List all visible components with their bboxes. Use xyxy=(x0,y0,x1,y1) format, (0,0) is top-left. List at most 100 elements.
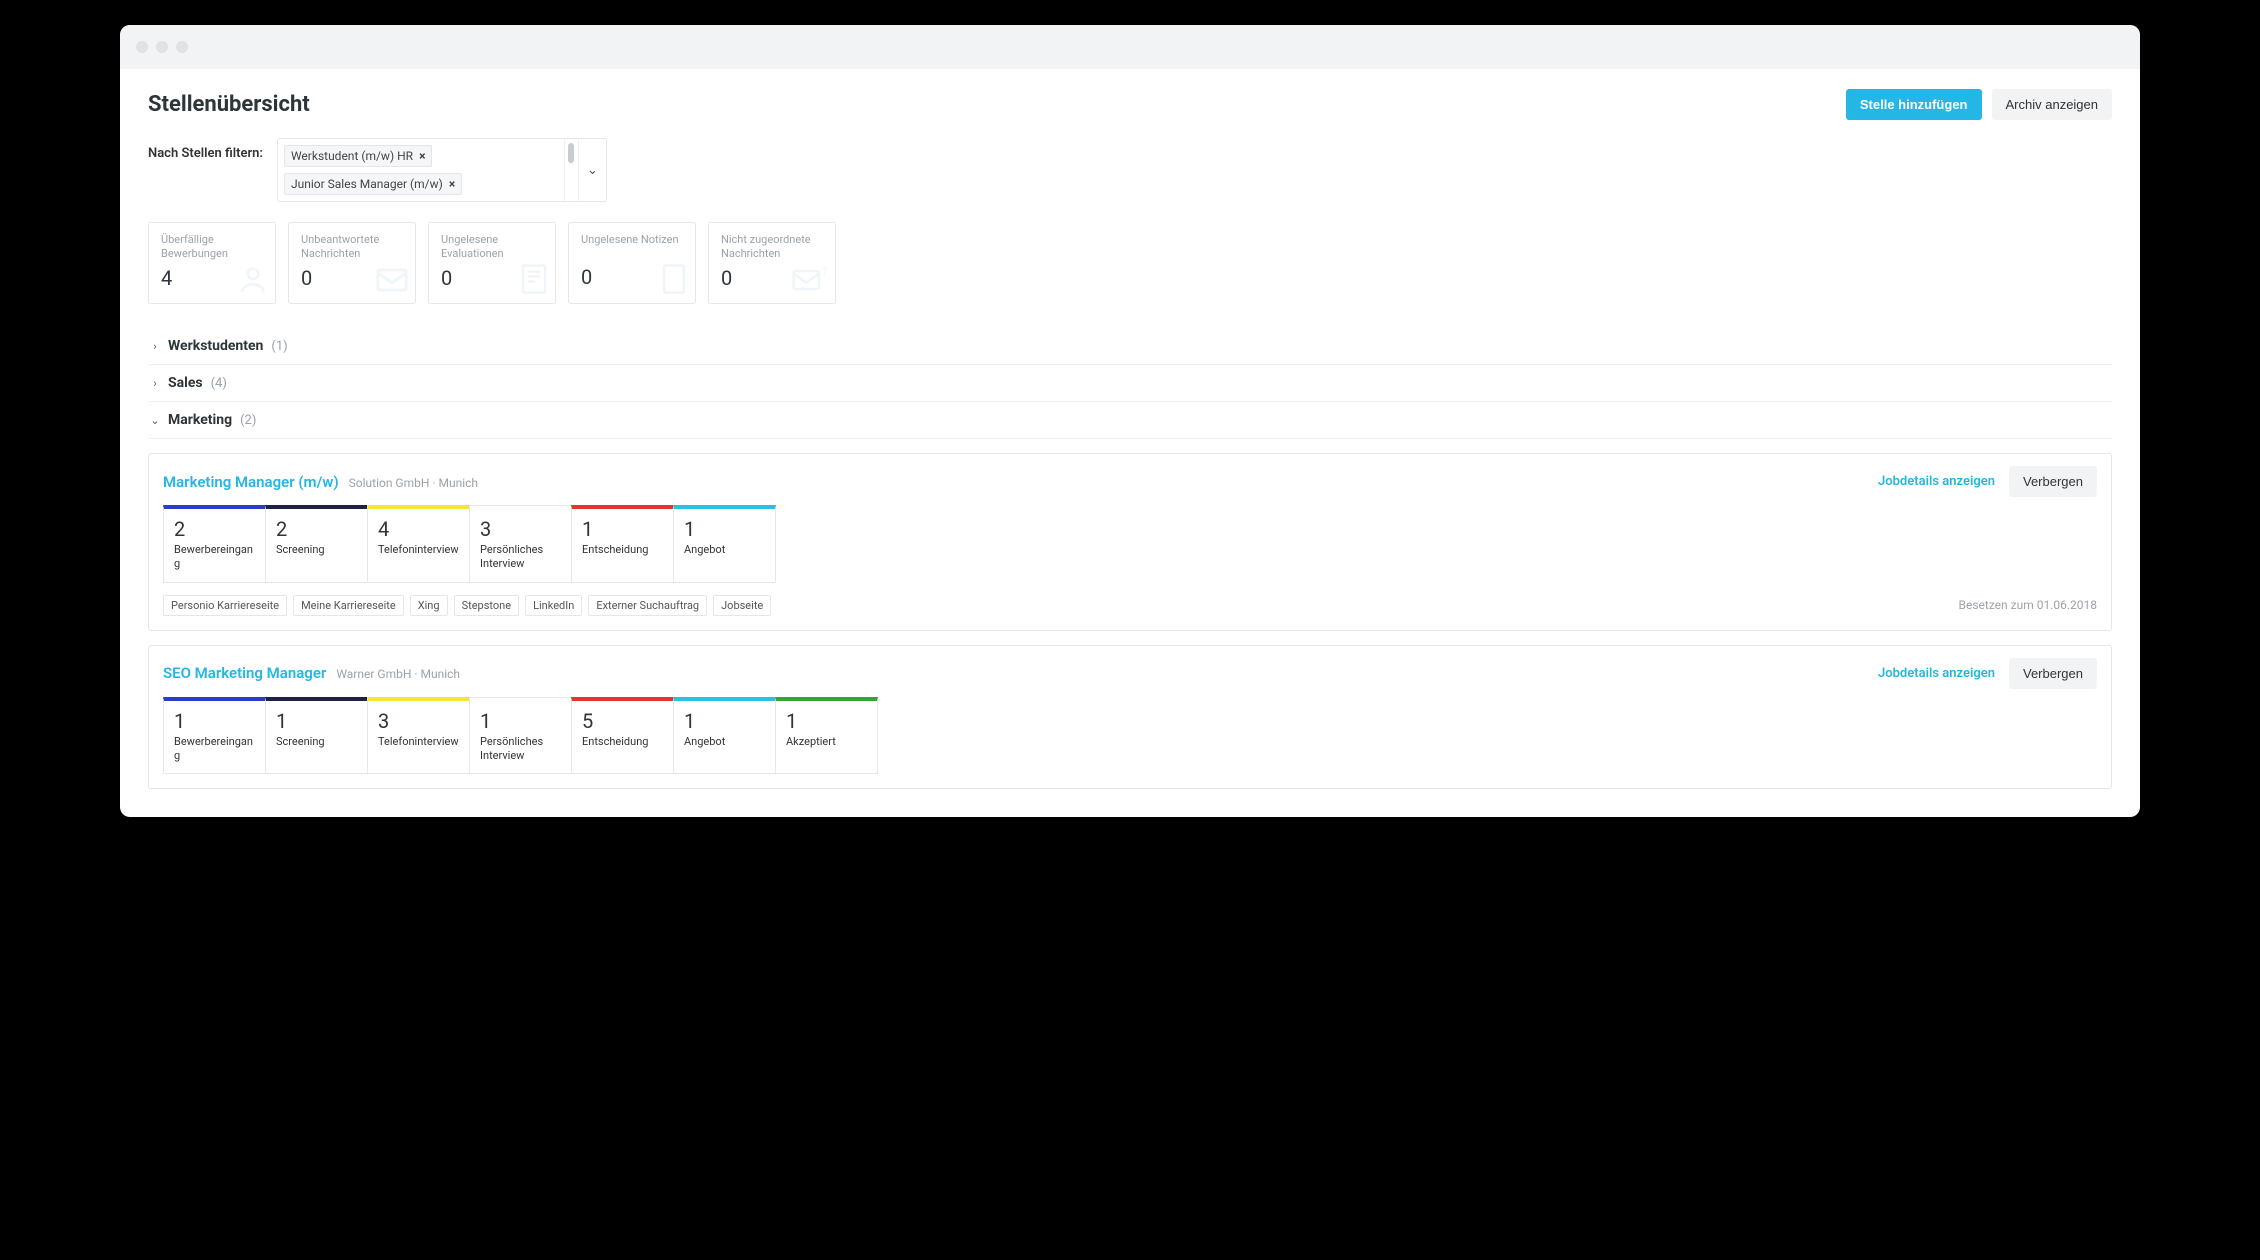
add-job-button[interactable]: Stelle hinzufügen xyxy=(1846,89,1982,120)
category-row[interactable]: › Werkstudenten (1) xyxy=(148,328,2112,365)
job-details-link[interactable]: Jobdetails anzeigen xyxy=(1878,474,1995,489)
pipeline-stage[interactable]: 2Bewerbereingang xyxy=(163,505,266,583)
pipeline-stage[interactable]: 3Telefoninterview xyxy=(367,697,470,775)
chevron-down-icon: ⌄ xyxy=(150,414,160,427)
page-title: Stellenübersicht xyxy=(148,92,310,117)
category-row[interactable]: ›Sales(4) xyxy=(148,365,2112,402)
close-icon[interactable]: × xyxy=(449,177,455,191)
pipeline-stage[interactable]: 1Persönliches Interview xyxy=(469,697,572,775)
page-content: Stellenübersicht Stelle hinzufügen Archi… xyxy=(120,69,2140,817)
filter-multiselect[interactable]: Werkstudent (m/w) HR×Junior Sales Manage… xyxy=(277,138,607,202)
stat-card[interactable]: Ungelesene Notizen0 xyxy=(568,222,696,304)
stage-count: 1 xyxy=(276,709,357,733)
chevron-right-icon: › xyxy=(150,377,160,390)
source-tag[interactable]: Stepstone xyxy=(454,595,520,616)
filter-chip-label: Werkstudent (m/w) HR xyxy=(291,149,413,163)
app-window: Stellenübersicht Stelle hinzufügen Archi… xyxy=(120,25,2140,817)
stage-count: 1 xyxy=(684,517,765,541)
source-tag[interactable]: Jobseite xyxy=(713,595,771,616)
pipeline-stage[interactable]: 1Angebot xyxy=(673,697,776,775)
stage-label: Screening xyxy=(276,735,357,749)
svg-text:?: ? xyxy=(821,265,827,280)
job-title-link[interactable]: Marketing Manager (m/w) xyxy=(163,473,339,491)
job-company: Warner GmbH · Munich xyxy=(336,667,460,681)
stage-label: Persönliches Interview xyxy=(480,735,561,764)
header-actions: Stelle hinzufügen Archiv anzeigen xyxy=(1846,89,2112,120)
stat-label: Nicht zugeordnete Nachrichten xyxy=(721,233,823,262)
filter-chip: Werkstudent (m/w) HR × xyxy=(284,145,432,167)
stat-card[interactable]: Unbeantwortete Nachrichten0 xyxy=(288,222,416,304)
pipeline: 2Bewerbereingang 2 Screening 4 Telefoninterv… xyxy=(163,505,2097,583)
source-tag[interactable]: LinkedIn xyxy=(525,595,582,616)
filter-chip: Junior Sales Manager (m/w)× xyxy=(284,173,462,195)
traffic-light-zoom[interactable] xyxy=(176,41,188,53)
category-name: Marketing xyxy=(168,412,232,428)
stage-label: Entscheidung xyxy=(582,735,663,749)
pipeline-stage[interactable]: 1Entscheidung xyxy=(571,505,674,583)
stat-card[interactable]: Ungelesene Evaluationen0 xyxy=(428,222,556,304)
pipeline: 1Bewerbereingang 1 Screening 3Telefoninterv… xyxy=(163,697,2097,775)
stage-count: 1 xyxy=(786,709,867,733)
source-tag[interactable]: Meine Karriereseite xyxy=(293,595,404,616)
scrollbar-thumb[interactable] xyxy=(568,143,574,163)
hide-job-button[interactable]: Verbergen xyxy=(2009,658,2097,689)
stat-label: Unbeantwortete Nachrichten xyxy=(301,233,403,262)
job-card: Marketing Manager (m/w)Solution GmbH · M… xyxy=(148,453,2112,631)
job-title-wrap: Marketing Manager (m/w)Solution GmbH · M… xyxy=(163,473,478,491)
pipeline-stage[interactable]: 1Angebot xyxy=(673,505,776,583)
source-tag[interactable]: Xing xyxy=(410,595,448,616)
mail-icon xyxy=(375,265,409,299)
due-date: Besetzen zum 01.06.2018 xyxy=(1959,598,2098,612)
traffic-light-close[interactable] xyxy=(136,41,148,53)
pipeline-stage[interactable]: 1 Screening xyxy=(265,697,368,775)
stats-row: Überfällige Bewerbungen4Unbeantwortete N… xyxy=(148,222,2112,304)
chevron-right-icon: › xyxy=(150,340,160,353)
pipeline-stage[interactable]: 1 Akzeptiert xyxy=(775,697,878,775)
source-tag[interactable]: Externer Suchauftrag xyxy=(588,595,707,616)
stat-card[interactable]: Überfällige Bewerbungen4 xyxy=(148,222,276,304)
chevron-down-icon: ⌄ xyxy=(587,163,598,178)
stat-label: Überfällige Bewerbungen xyxy=(161,233,263,262)
job-details-link[interactable]: Jobdetails anzeigen xyxy=(1878,666,1995,681)
stage-label: Akzeptiert xyxy=(786,735,867,749)
job-header: Marketing Manager (m/w)Solution GmbH · M… xyxy=(163,466,2097,497)
page-header: Stellenübersicht Stelle hinzufügen Archi… xyxy=(148,89,2112,120)
source-tags: Personio Karriereseite Meine Karriereseit… xyxy=(163,595,771,616)
stage-count: 3 xyxy=(378,709,459,733)
show-archive-button[interactable]: Archiv anzeigen xyxy=(1992,89,2113,120)
hide-job-button[interactable]: Verbergen xyxy=(2009,466,2097,497)
stage-count: 1 xyxy=(582,517,663,541)
stage-label: Angebot xyxy=(684,735,765,749)
pipeline-stage[interactable]: 3Persönliches Interview xyxy=(469,505,572,583)
category-row[interactable]: ⌄Marketing(2) xyxy=(148,402,2112,439)
jobs-container: Marketing Manager (m/w)Solution GmbH · M… xyxy=(148,453,2112,789)
source-tag[interactable]: Personio Karriereseite xyxy=(163,595,287,616)
job-title-link[interactable]: SEO Marketing Manager xyxy=(163,664,326,682)
stage-count: 4 xyxy=(378,517,459,541)
filter-dropdown-toggle[interactable]: ⌄ xyxy=(578,139,606,201)
pipeline-stage[interactable]: 5 Entscheidung xyxy=(571,697,674,775)
stat-card[interactable]: Nicht zugeordnete Nachrichten0? xyxy=(708,222,836,304)
close-icon[interactable]: × xyxy=(419,149,425,163)
traffic-light-minimize[interactable] xyxy=(156,41,168,53)
category-name: Werkstudenten xyxy=(168,338,263,354)
stage-label: Telefoninterview xyxy=(378,543,459,557)
filter-chips: Werkstudent (m/w) HR×Junior Sales Manage… xyxy=(278,139,564,201)
filter-row: Nach Stellen filtern: Werkstudent (m/w) … xyxy=(148,138,2112,202)
stat-label: Ungelesene Evaluationen xyxy=(441,233,543,262)
pipeline-stage[interactable]: 2 Screening xyxy=(265,505,368,583)
stage-count: 5 xyxy=(582,709,663,733)
pipeline-stage[interactable]: 4 Telefoninterview xyxy=(367,505,470,583)
stage-count: 2 xyxy=(276,517,357,541)
category-count: (1) xyxy=(271,339,287,354)
list-icon xyxy=(519,263,549,299)
window-titlebar xyxy=(120,25,2140,69)
job-header: SEO Marketing Manager Warner GmbH · Munic… xyxy=(163,658,2097,689)
stage-label: Screening xyxy=(276,543,357,557)
job-footer: Personio Karriereseite Meine Karriereseit… xyxy=(163,595,2097,616)
stage-count: 1 xyxy=(480,709,561,733)
pipeline-stage[interactable]: 1Bewerbereingang xyxy=(163,697,266,775)
filter-scrollbar[interactable] xyxy=(564,139,578,201)
job-title-wrap: SEO Marketing Manager Warner GmbH · Munic… xyxy=(163,664,460,682)
stage-label: Bewerbereingang xyxy=(174,543,255,572)
